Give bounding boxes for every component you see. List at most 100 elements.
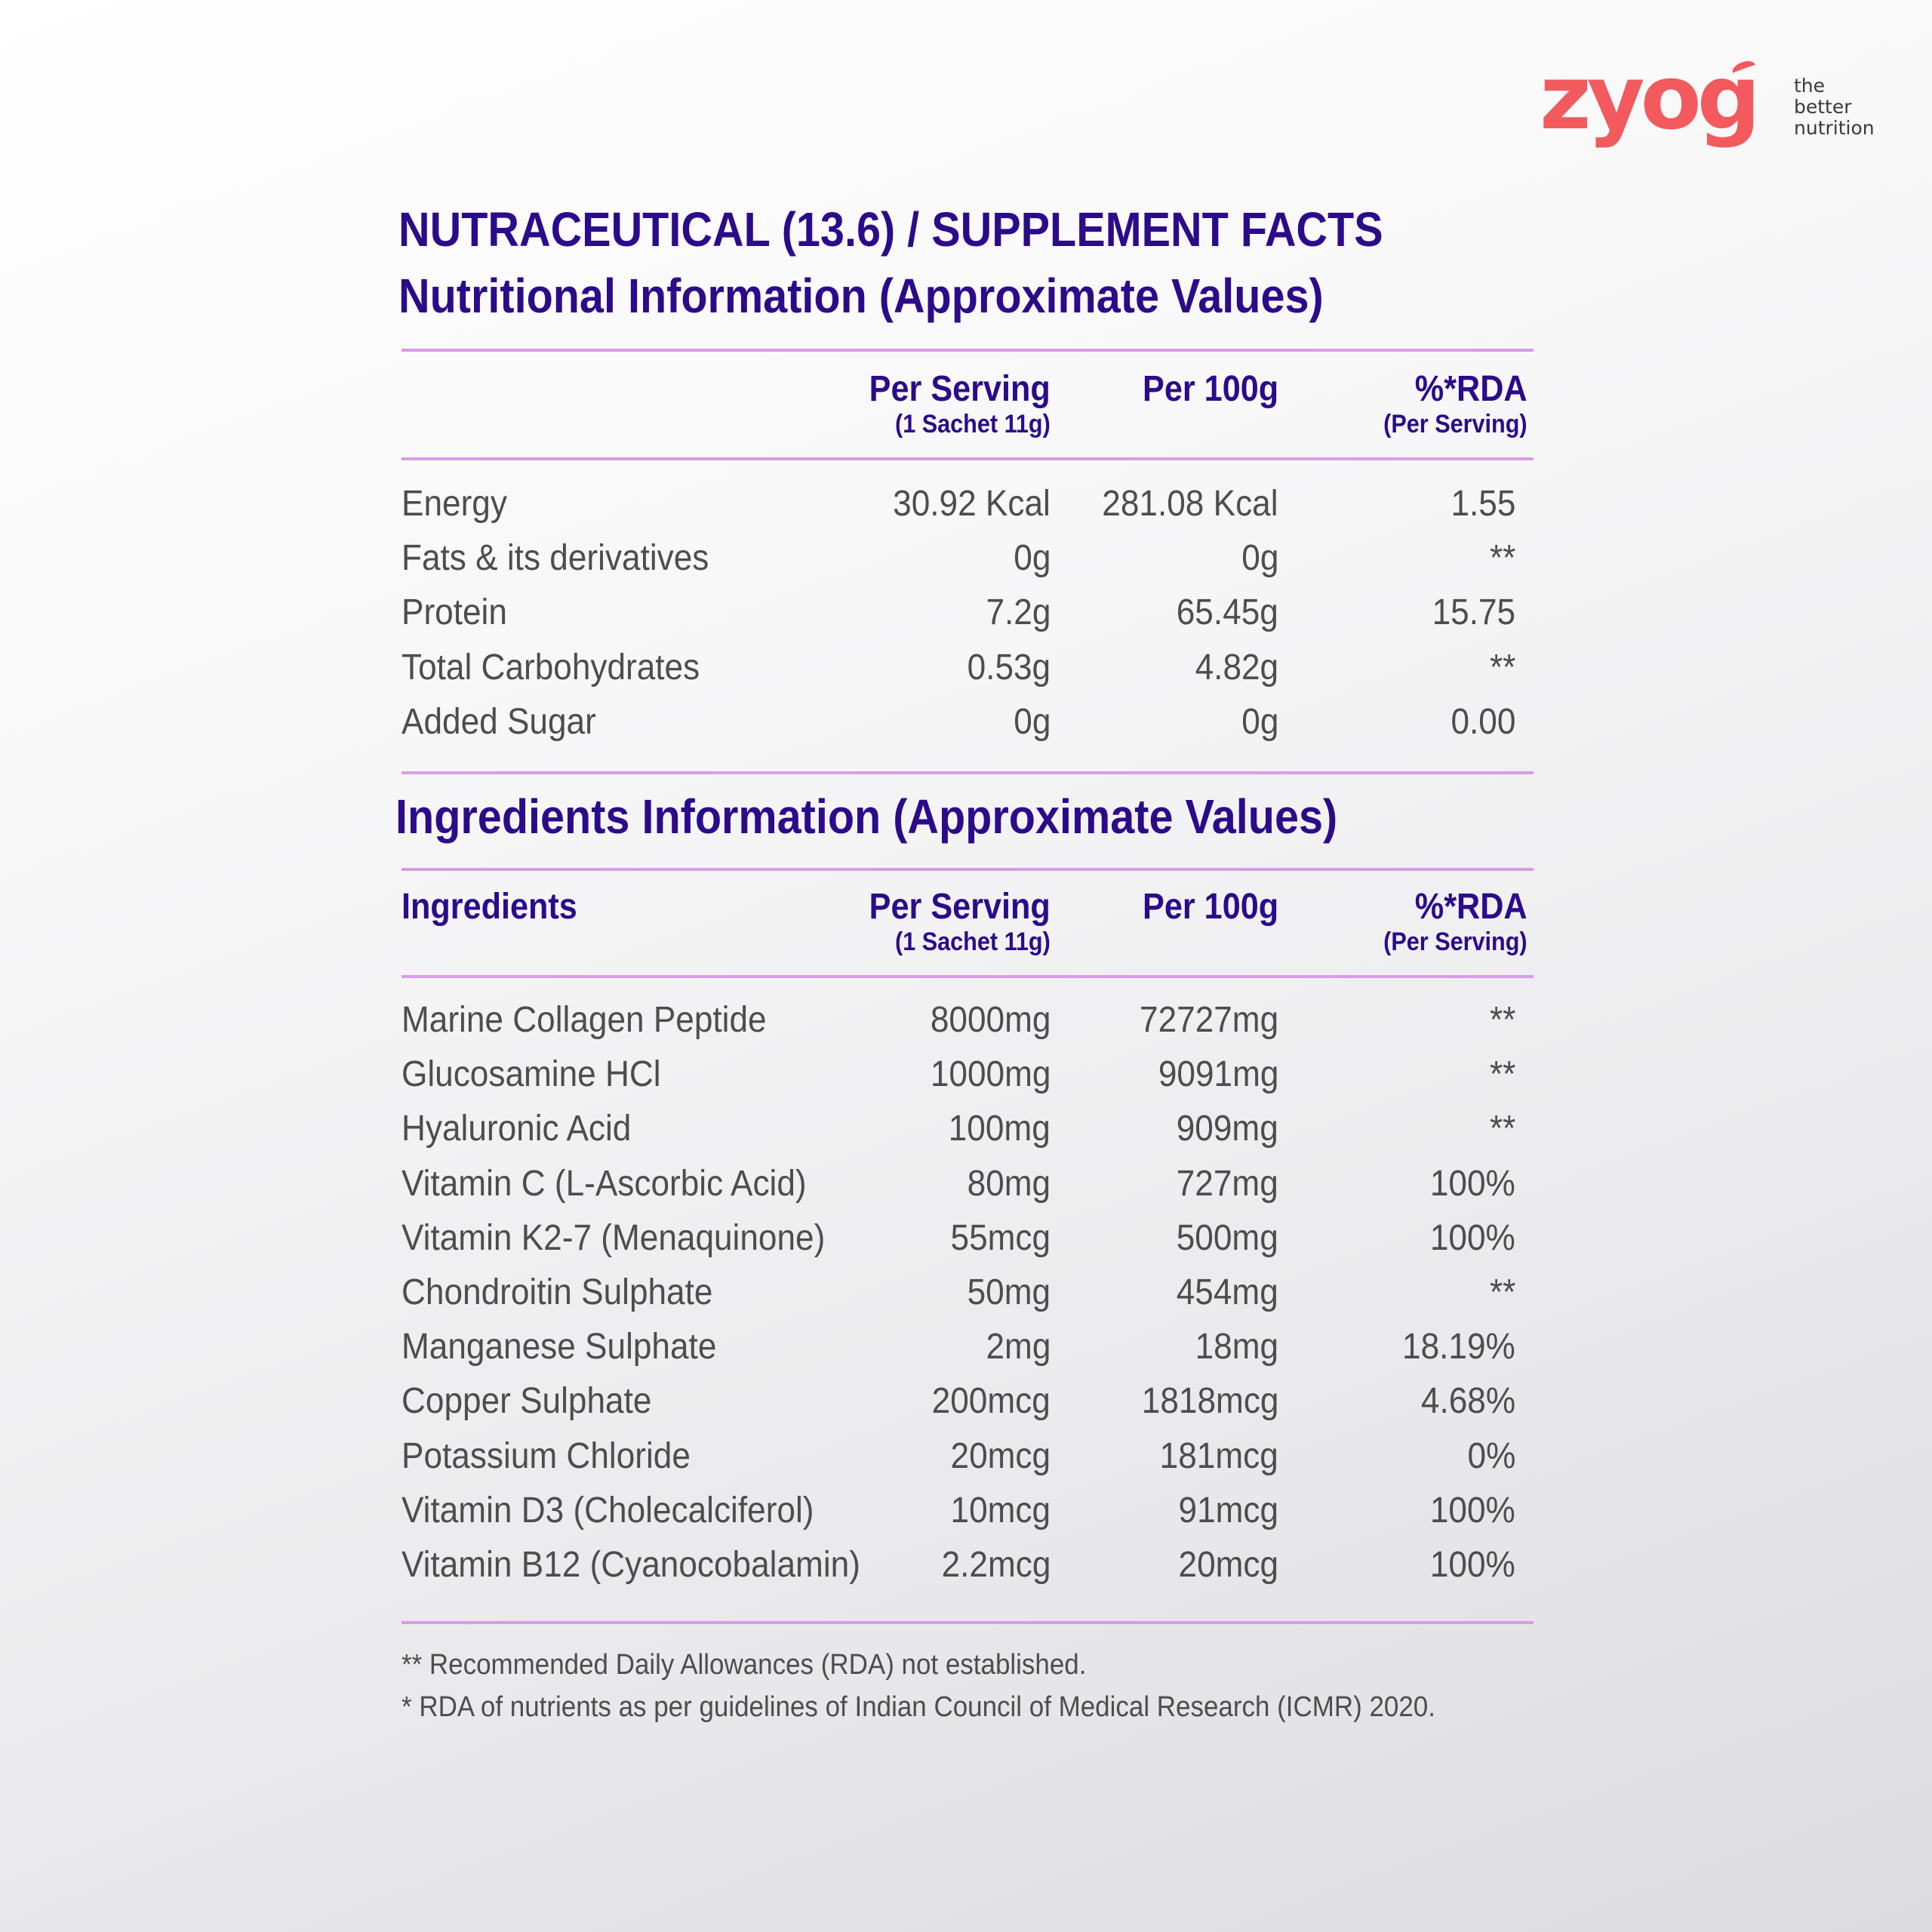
brand-wordmark: zyog	[1540, 45, 1761, 149]
per-100g-value: 20mcg	[1178, 1544, 1278, 1585]
column-header-rda: %*RDA (Per Serving)	[1384, 370, 1527, 439]
ingredients-section-title: Ingredients Information (Approximate Val…	[395, 789, 1338, 844]
per-serving-value: 50mg	[967, 1272, 1051, 1312]
row-name: Marine Collagen Peptide	[401, 1000, 767, 1040]
divider	[401, 349, 1534, 352]
per-serving-value: 2.2mcg	[941, 1544, 1051, 1585]
nutrition-section-title: Nutritional Information (Approximate Val…	[398, 269, 1324, 323]
column-header-label: Per Serving	[869, 369, 1051, 409]
tagline-line: the	[1794, 75, 1826, 97]
footnote-rda-not-established: ** Recommended Daily Allowances (RDA) no…	[401, 1649, 1087, 1681]
row-name: Vitamin B12 (Cyanocobalamin)	[401, 1544, 860, 1585]
row-name: Hyaluronic Acid	[401, 1109, 632, 1149]
per-100g-value: 909mg	[1176, 1109, 1278, 1149]
table-row: Vitamin B12 (Cyanocobalamin) 2.2mcg 20mcg 1…	[401, 1543, 1534, 1597]
column-header-label: Per 100g	[1142, 369, 1278, 409]
table-row: Fats & its derivatives 0g 0g **	[401, 536, 1534, 590]
per-100g-value: 281.08 Kcal	[1102, 484, 1278, 524]
row-name: Vitamin C (L-Ascorbic Acid)	[401, 1163, 807, 1204]
column-header-per-serving: Per Serving (1 Sachet 11g)	[869, 370, 1051, 439]
page-title: NUTRACEUTICAL (13.6) / SUPPLEMENT FACTS	[398, 202, 1383, 257]
per-serving-value: 200mcg	[931, 1381, 1051, 1422]
per-serving-value: 80mg	[967, 1163, 1051, 1204]
divider	[401, 771, 1534, 774]
per-serving-value: 55mcg	[950, 1217, 1051, 1258]
rda-value: 1.55	[1451, 484, 1515, 524]
row-name: Energy	[401, 484, 507, 524]
column-header-per-serving: Per Serving (1 Sachet 11g)	[869, 888, 1051, 957]
table-row: Added Sugar 0g 0g 0.00	[401, 700, 1534, 754]
rda-value: **	[1489, 538, 1515, 579]
rda-value: 0%	[1467, 1435, 1515, 1476]
divider	[401, 868, 1534, 871]
table-row: Vitamin K2-7 (Menaquinone) 55mcg 500mg 100%	[401, 1216, 1534, 1270]
rda-value: 100%	[1430, 1217, 1515, 1258]
column-header-ingredients: Ingredients	[401, 887, 577, 927]
table-row: Manganese Sulphate 2mg 18mg 18.19%	[401, 1324, 1534, 1379]
per-100g-value: 91mcg	[1178, 1490, 1278, 1531]
per-100g-value: 1818mcg	[1141, 1381, 1278, 1422]
column-header-sublabel: (1 Sachet 11g)	[895, 410, 1051, 438]
row-name: Protein	[401, 592, 507, 633]
column-header-sublabel: (Per Serving)	[1383, 410, 1527, 438]
table-row: Vitamin C (L-Ascorbic Acid) 80mg 727mg 100%	[401, 1161, 1534, 1216]
per-serving-value: 0g	[1013, 701, 1051, 742]
rda-value: 18.19%	[1402, 1327, 1515, 1367]
per-100g-value: 0g	[1241, 538, 1278, 579]
ingredients-table-body: Marine Collagen Peptide 8000mg 72727mg ** Gl…	[401, 998, 1534, 1597]
rda-value: 100%	[1430, 1544, 1515, 1585]
rda-value: **	[1489, 1272, 1515, 1312]
table-row: Energy 30.92 Kcal 281.08 Kcal 1.55	[401, 481, 1534, 536]
per-100g-value: 4.82g	[1195, 647, 1278, 688]
row-name: Potassium Chloride	[401, 1435, 691, 1476]
column-header-sublabel: (1 Sachet 11g)	[895, 928, 1051, 956]
row-name: Total Carbohydrates	[401, 647, 700, 688]
per-serving-value: 2mg	[986, 1327, 1051, 1367]
per-100g-value: 727mg	[1176, 1163, 1278, 1204]
table-row: Chondroitin Sulphate 50mg 454mg **	[401, 1270, 1534, 1324]
footnote-icmr-guidelines: * RDA of nutrients as per guidelines of …	[401, 1691, 1435, 1723]
per-100g-value: 18mg	[1195, 1327, 1278, 1367]
row-name: Vitamin D3 (Cholecalciferol)	[401, 1490, 814, 1531]
row-name: Copper Sulphate	[401, 1381, 652, 1422]
row-name: Fats & its derivatives	[401, 538, 709, 579]
per-serving-value: 10mcg	[950, 1490, 1051, 1531]
column-header-per-100g: Per 100g	[1143, 370, 1278, 409]
per-serving-value: 0.53g	[967, 647, 1051, 688]
row-name: Vitamin K2-7 (Menaquinone)	[401, 1217, 826, 1258]
per-serving-value: 0g	[1013, 538, 1051, 579]
table-row: Marine Collagen Peptide 8000mg 72727mg **	[401, 998, 1534, 1052]
column-header-sublabel: (Per Serving)	[1383, 928, 1527, 956]
row-name: Glucosamine HCl	[401, 1054, 661, 1095]
tagline-line: better	[1794, 96, 1852, 118]
per-100g-value: 9091mg	[1158, 1054, 1278, 1095]
table-row: Copper Sulphate 200mcg 1818mcg 4.68%	[401, 1379, 1534, 1433]
table-row: Vitamin D3 (Cholecalciferol) 10mcg 91mcg 10…	[401, 1488, 1534, 1543]
rda-value: **	[1489, 1054, 1515, 1095]
per-serving-value: 100mg	[948, 1109, 1051, 1149]
rda-value: 100%	[1430, 1490, 1515, 1531]
tagline-line: nutrition	[1794, 117, 1875, 139]
per-serving-value: 7.2g	[986, 592, 1051, 633]
column-header-label: %*RDA	[1415, 369, 1527, 409]
rda-value: **	[1489, 1000, 1515, 1040]
rda-value: 4.68%	[1420, 1381, 1515, 1422]
per-100g-value: 0g	[1241, 701, 1278, 742]
column-header-label: Per Serving	[869, 887, 1051, 927]
row-name: Added Sugar	[401, 701, 596, 742]
row-name: Manganese Sulphate	[401, 1327, 717, 1367]
per-100g-value: 72727mg	[1139, 1000, 1278, 1040]
per-serving-value: 20mcg	[950, 1435, 1051, 1476]
per-100g-value: 65.45g	[1176, 592, 1278, 633]
divider	[401, 457, 1534, 460]
table-row: Potassium Chloride 20mcg 181mcg 0%	[401, 1434, 1534, 1488]
column-header-label: %*RDA	[1415, 887, 1527, 927]
per-serving-value: 8000mg	[930, 1000, 1051, 1040]
row-name: Chondroitin Sulphate	[401, 1272, 713, 1312]
divider	[401, 975, 1534, 978]
per-100g-value: 500mg	[1176, 1217, 1278, 1258]
table-row: Glucosamine HCl 1000mg 9091mg **	[401, 1052, 1534, 1106]
column-header-per-100g: Per 100g	[1143, 888, 1278, 927]
per-100g-value: 454mg	[1176, 1272, 1278, 1312]
divider	[401, 1621, 1534, 1624]
